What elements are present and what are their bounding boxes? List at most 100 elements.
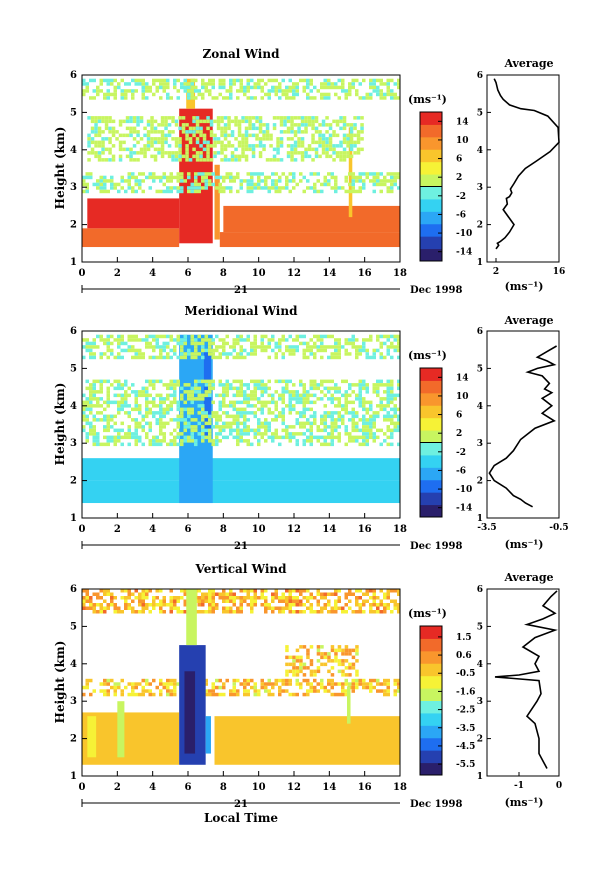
heatmap-cell xyxy=(355,678,359,683)
heatmap-cell xyxy=(169,432,173,436)
heatmap-cell xyxy=(393,334,397,339)
heatmap-cell xyxy=(379,189,383,194)
heatmap-cell xyxy=(115,130,119,134)
heatmap-cell xyxy=(299,599,303,603)
heatmap-cell xyxy=(162,78,166,83)
heatmap-cell xyxy=(362,407,366,412)
heatmap-cell xyxy=(253,603,257,607)
heatmap-cell xyxy=(320,645,324,649)
heatmap-cell xyxy=(260,411,264,415)
heatmap-cell xyxy=(82,89,86,93)
heatmap-cell xyxy=(271,172,275,176)
profile-y-tick-label: 6 xyxy=(477,585,483,595)
heatmap-cell xyxy=(325,116,329,120)
heatmap-cell xyxy=(94,151,98,155)
heatmap-cell xyxy=(106,421,110,426)
heatmap-cell xyxy=(127,338,131,342)
heatmap-cell xyxy=(125,126,130,131)
heatmap-cell xyxy=(125,133,130,138)
colorbar-swatch xyxy=(420,492,442,506)
heatmap-cell xyxy=(260,407,264,412)
heatmap-cell xyxy=(103,407,107,412)
heatmap-cell xyxy=(195,130,200,134)
heatmap-cell xyxy=(132,151,137,155)
heatmap-cell xyxy=(327,182,331,187)
heatmap-cell xyxy=(113,96,117,100)
heatmap-cell xyxy=(183,425,187,429)
heatmap-cell xyxy=(236,414,240,419)
heatmap-cell xyxy=(365,425,369,429)
heatmap-cell xyxy=(99,603,103,607)
heatmap-cell xyxy=(353,123,357,127)
heatmap-cell xyxy=(85,186,89,190)
heatmap-cell xyxy=(320,96,324,100)
heatmap-cell xyxy=(215,411,219,415)
heatmap-cell xyxy=(148,421,152,426)
heatmap-cell xyxy=(299,655,303,660)
heatmap-cell xyxy=(365,685,369,690)
heatmap-cell xyxy=(255,116,259,120)
heatmap-cell xyxy=(383,92,387,97)
heatmap-cell xyxy=(148,383,152,387)
heatmap-cell xyxy=(332,158,336,162)
heatmap-cell xyxy=(323,421,327,426)
heatmap-cell xyxy=(362,418,366,422)
heatmap-cell xyxy=(348,673,352,677)
heatmap-cell xyxy=(197,393,201,398)
heatmap-cell xyxy=(393,428,397,433)
heatmap-cell xyxy=(302,334,306,339)
heatmap-cell xyxy=(239,411,243,415)
heatmap-cell xyxy=(152,82,156,86)
heatmap-cell xyxy=(335,133,340,138)
heatmap-cell xyxy=(341,421,345,426)
heatmap-cell xyxy=(281,418,285,422)
heatmap-cell xyxy=(218,189,222,194)
heatmap-cell xyxy=(117,411,121,415)
heatmap-cell xyxy=(124,435,128,440)
heatmap-cell xyxy=(307,154,312,159)
heatmap-cell xyxy=(348,662,352,667)
heatmap-cell xyxy=(250,172,254,176)
heatmap-cell xyxy=(160,130,165,134)
heatmap-cell xyxy=(169,383,173,387)
heatmap-cell xyxy=(292,599,296,603)
heatmap-cell xyxy=(286,144,291,148)
heatmap-cell xyxy=(246,338,250,342)
heatmap-cell xyxy=(355,603,359,607)
heatmap-cell xyxy=(85,397,89,401)
heatmap-cell xyxy=(250,428,254,433)
heatmap-cell xyxy=(229,432,233,436)
heatmap-cell xyxy=(376,678,380,683)
heatmap-cell xyxy=(285,182,289,187)
heatmap-cell xyxy=(320,596,324,600)
heatmap-cell xyxy=(316,439,320,443)
heatmap-cell xyxy=(335,123,340,127)
heatmap-cell xyxy=(302,692,306,697)
heatmap-cell xyxy=(211,589,215,593)
heatmap-cell xyxy=(174,144,179,148)
heatmap-cell xyxy=(239,407,243,412)
heatmap-cell xyxy=(253,341,257,346)
heatmap-cell xyxy=(176,435,180,440)
heatmap-cell xyxy=(376,393,380,398)
heatmap-cell xyxy=(190,89,194,93)
heatmap-cell xyxy=(204,89,208,93)
heatmap-cell xyxy=(145,400,149,405)
heatmap-cell xyxy=(169,610,173,614)
heatmap-cell xyxy=(90,137,95,141)
heatmap-cell xyxy=(190,418,194,422)
heatmap-cell xyxy=(89,692,93,697)
heatmap-cell xyxy=(232,692,236,697)
heatmap-cell xyxy=(187,393,191,398)
heatmap-cell xyxy=(124,379,128,384)
heatmap-cell xyxy=(241,133,245,138)
heatmap-cell xyxy=(90,130,95,134)
heatmap-cell xyxy=(122,140,126,145)
heatmap-cell xyxy=(134,397,138,401)
heatmap-cell xyxy=(227,116,231,120)
heatmap-cell xyxy=(334,418,338,422)
heatmap-cell xyxy=(267,379,271,384)
heatmap-cell xyxy=(251,154,256,159)
